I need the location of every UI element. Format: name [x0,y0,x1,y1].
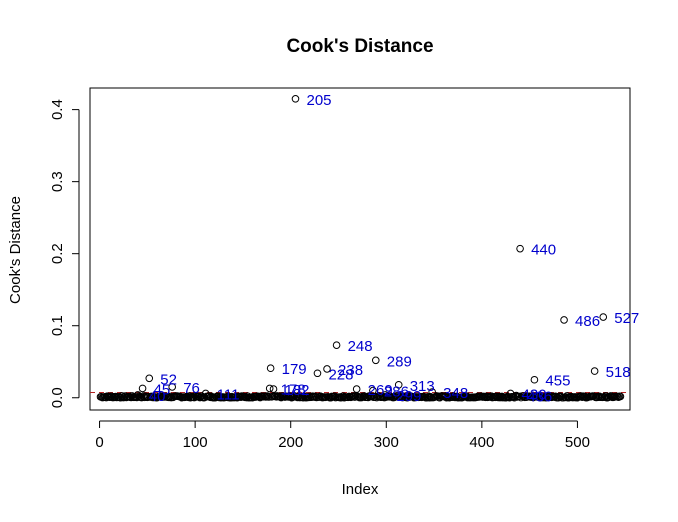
point-label: 269 [368,382,393,399]
data-point [560,316,568,324]
point-label: 45 [154,381,171,398]
data-point [265,384,274,393]
point-label: 179 [282,361,307,378]
point-label: 486 [575,313,600,330]
data-point [516,244,524,253]
point-label: 436 [527,389,552,406]
x-tick-label: 200 [278,434,303,451]
x-tick-label: 0 [95,434,103,451]
y-tick-label: 0.3 [49,171,66,192]
point-label: 238 [338,362,363,379]
data-point [371,356,380,365]
data-point [616,392,625,401]
data-point [530,375,539,384]
point-label: 228 [328,366,353,383]
data-point [313,369,322,378]
point-label: 76 [183,380,200,397]
chart-title: Cook's Distance [286,36,433,57]
point-label: 348 [443,385,468,402]
point-label: 178 [281,381,306,398]
data-point [332,341,341,349]
data-point [590,367,599,375]
data-point [269,385,278,393]
point-label: 248 [348,338,373,355]
x-tick-label: 300 [374,434,399,451]
y-tick-label: 0.0 [49,387,66,408]
point-label: 111 [217,386,240,403]
point-label: 440 [531,242,556,259]
point-label: 527 [614,310,639,327]
y-tick-label: 0.2 [49,243,66,264]
point-label: 313 [410,378,435,395]
y-tick-label: 0.1 [49,315,66,336]
x-axis: 0 100 200 300 400 500 [95,420,590,451]
y-axis: 0.0 0.1 0.2 0.3 0.4 [49,99,80,408]
data-point [394,380,403,389]
y-axis-title: Cook's Distance [7,196,24,304]
point-label: 182 [285,382,310,399]
point-label: 286 [384,384,409,401]
point-label: 518 [606,364,631,381]
point-labels-group: 205 440 527 486 248 289 179 238 518 228 52 455 313 76… [149,92,639,406]
data-point [323,365,331,373]
plot-frame [89,87,631,411]
x-tick-label: 500 [565,434,590,451]
data-point [352,385,361,393]
x-tick-label: 100 [183,434,208,451]
data-point [145,374,154,383]
point-label: 205 [306,92,331,109]
data-point [138,384,147,393]
point-label: 299 [396,388,421,405]
points-group [96,95,625,402]
point-label: 52 [160,371,177,388]
data-point [168,383,176,391]
data-point [266,364,275,373]
data-point [291,95,300,103]
point-label: 430 [522,386,547,403]
plot-area [89,87,631,411]
point-label: 40 [149,388,166,405]
y-tick-label: 0.4 [49,99,66,120]
x-axis-title: Index [342,481,379,498]
point-label: 289 [387,353,412,370]
data-point [599,313,608,321]
x-tick-label: 400 [469,434,494,451]
point-label: 455 [545,373,570,390]
